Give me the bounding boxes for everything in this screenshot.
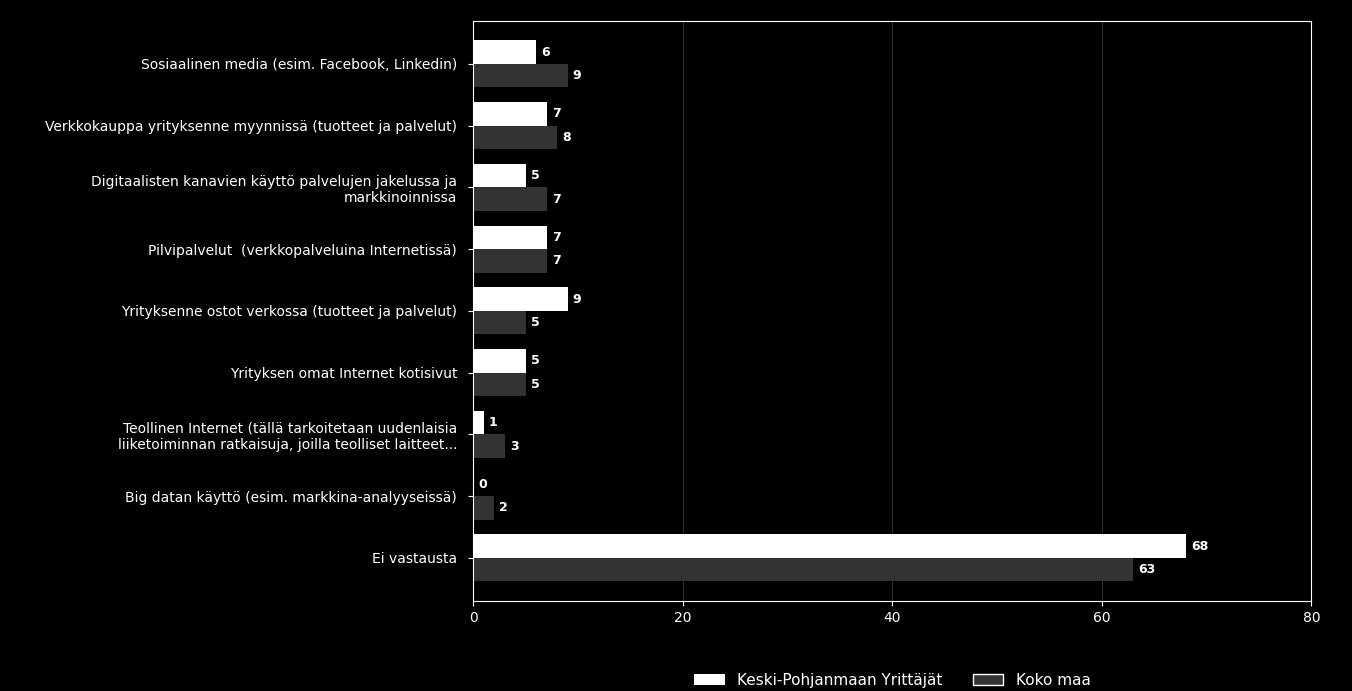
- Bar: [473, 102, 546, 126]
- Text: 5: 5: [531, 316, 539, 329]
- Text: 7: 7: [552, 193, 561, 206]
- Bar: [473, 41, 535, 64]
- Bar: [473, 534, 1186, 558]
- Bar: [473, 64, 568, 88]
- Bar: [473, 372, 526, 396]
- Text: 8: 8: [562, 131, 571, 144]
- Text: 9: 9: [573, 69, 581, 82]
- Bar: [473, 226, 546, 249]
- Bar: [473, 496, 495, 520]
- Text: 5: 5: [531, 169, 539, 182]
- Bar: [473, 411, 484, 435]
- Bar: [473, 164, 526, 187]
- Text: 63: 63: [1138, 563, 1156, 576]
- Bar: [473, 349, 526, 372]
- Text: 6: 6: [541, 46, 550, 59]
- Bar: [473, 311, 526, 334]
- Text: 0: 0: [479, 478, 487, 491]
- Text: 7: 7: [552, 254, 561, 267]
- Bar: [473, 187, 546, 211]
- Bar: [473, 126, 557, 149]
- Text: 7: 7: [552, 108, 561, 120]
- Bar: [473, 435, 504, 458]
- Bar: [473, 558, 1133, 581]
- Bar: [473, 249, 546, 273]
- Bar: [473, 287, 568, 311]
- Text: 7: 7: [552, 231, 561, 244]
- Legend: Keski-Pohjanmaan Yrittäjät, Koko maa: Keski-Pohjanmaan Yrittäjät, Koko maa: [688, 667, 1096, 691]
- Text: 5: 5: [531, 354, 539, 368]
- Text: 9: 9: [573, 293, 581, 305]
- Text: 68: 68: [1191, 540, 1209, 553]
- Text: 2: 2: [499, 502, 508, 514]
- Text: 5: 5: [531, 378, 539, 391]
- Text: 1: 1: [489, 416, 498, 429]
- Text: 3: 3: [510, 439, 519, 453]
